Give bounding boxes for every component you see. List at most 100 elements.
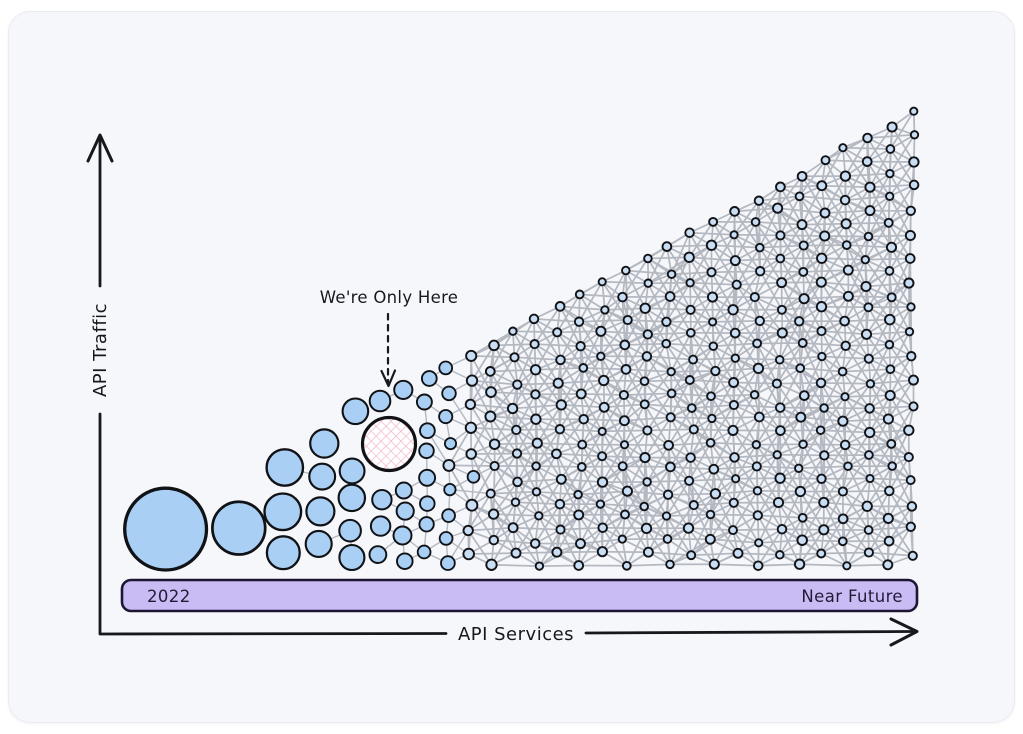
- mesh-node: [730, 353, 740, 363]
- connection-line: [888, 490, 912, 528]
- mesh-node: [798, 390, 810, 401]
- mesh-node: [511, 448, 523, 459]
- connection-line: [646, 481, 668, 517]
- connection-line: [516, 384, 537, 420]
- connection-line: [801, 478, 823, 519]
- connection-line: [868, 454, 891, 492]
- connection-line: [602, 280, 649, 285]
- mesh-node: [905, 521, 916, 532]
- mesh-node: [753, 411, 765, 423]
- connection-line: [820, 257, 850, 297]
- connection-line: [621, 465, 645, 507]
- mesh-node: [839, 439, 851, 451]
- mesh-node: [666, 269, 677, 279]
- connection-line: [780, 245, 805, 284]
- connection-line: [689, 417, 713, 459]
- connection-line: [560, 478, 580, 516]
- bubble: [337, 483, 367, 513]
- connection-line: [889, 148, 915, 186]
- mesh-node: [530, 413, 542, 425]
- mesh-node: [666, 388, 677, 399]
- timeline-bar: [120, 578, 919, 613]
- connection-line: [779, 430, 800, 469]
- connection-line: [689, 457, 717, 495]
- connection-line: [869, 405, 914, 410]
- mesh-node: [754, 538, 764, 548]
- connection-line: [490, 391, 518, 431]
- mesh-node: [839, 170, 852, 182]
- mesh-node: [752, 510, 763, 521]
- connection-line: [493, 344, 519, 386]
- connection-line: [644, 403, 692, 409]
- connection-line: [757, 528, 783, 567]
- connection-line: [578, 321, 602, 357]
- highlight-bubble-hatch: [360, 415, 418, 473]
- mesh-node: [706, 291, 719, 303]
- connection-line: [489, 370, 514, 409]
- connection-line: [493, 465, 517, 503]
- mesh-node: [885, 191, 895, 201]
- connection-line: [556, 331, 585, 369]
- connection-line: [821, 355, 869, 360]
- mesh-node: [684, 475, 695, 486]
- connection-line: [489, 330, 514, 372]
- connection-line: [670, 416, 712, 420]
- mesh-node: [863, 353, 874, 364]
- connection-line: [845, 223, 867, 261]
- connection-line: [890, 296, 911, 333]
- connection-line: [603, 406, 626, 446]
- connection-line: [533, 318, 580, 323]
- connection-line: [490, 391, 536, 396]
- connection-line: [517, 382, 559, 386]
- mesh-node: [819, 207, 831, 219]
- mesh-node: [796, 170, 808, 182]
- connection-line: [710, 244, 738, 286]
- connection-line: [626, 282, 649, 321]
- connection-line: [559, 428, 603, 433]
- connection-line: [534, 343, 581, 348]
- connection-line: [867, 306, 891, 346]
- connection-line: [820, 281, 846, 322]
- connection-line: [802, 212, 826, 246]
- mesh-node: [684, 375, 695, 385]
- connection-line: [733, 234, 761, 272]
- connection-line: [669, 416, 692, 458]
- connection-line: [756, 454, 778, 492]
- connection-line: [776, 383, 802, 418]
- connection-line: [470, 427, 496, 467]
- mesh-node: [529, 538, 541, 549]
- bubble: [263, 492, 303, 532]
- mesh-node: [488, 534, 500, 546]
- connection-line: [693, 504, 712, 540]
- mesh-node: [485, 488, 496, 499]
- connection-line: [887, 479, 912, 519]
- mesh-node: [863, 302, 874, 313]
- connection-line: [490, 356, 516, 393]
- mesh-node: [774, 402, 786, 413]
- connection-line: [604, 309, 626, 346]
- connection-line: [754, 296, 805, 300]
- connection-line: [689, 379, 734, 384]
- mesh-node: [708, 463, 720, 475]
- connection-line: [624, 307, 646, 346]
- connection-line: [557, 382, 585, 420]
- mesh-node: [620, 509, 630, 520]
- connection-line: [842, 370, 871, 385]
- connection-line: [888, 270, 912, 308]
- mesh-node: [485, 386, 497, 398]
- connection-line: [580, 344, 625, 348]
- connection-line: [534, 369, 563, 406]
- mesh-node: [462, 547, 475, 561]
- connection-line: [647, 331, 691, 336]
- mesh-node: [510, 547, 522, 559]
- connection-line: [667, 494, 690, 529]
- connection-line: [535, 418, 558, 455]
- mesh-node: [639, 302, 651, 314]
- connection-line: [824, 159, 846, 201]
- connection-line: [690, 281, 737, 286]
- mesh-node: [775, 253, 786, 264]
- bubble: [211, 500, 267, 556]
- mesh-node: [706, 267, 717, 278]
- mesh-node: [706, 391, 716, 402]
- connection-line: [581, 466, 602, 505]
